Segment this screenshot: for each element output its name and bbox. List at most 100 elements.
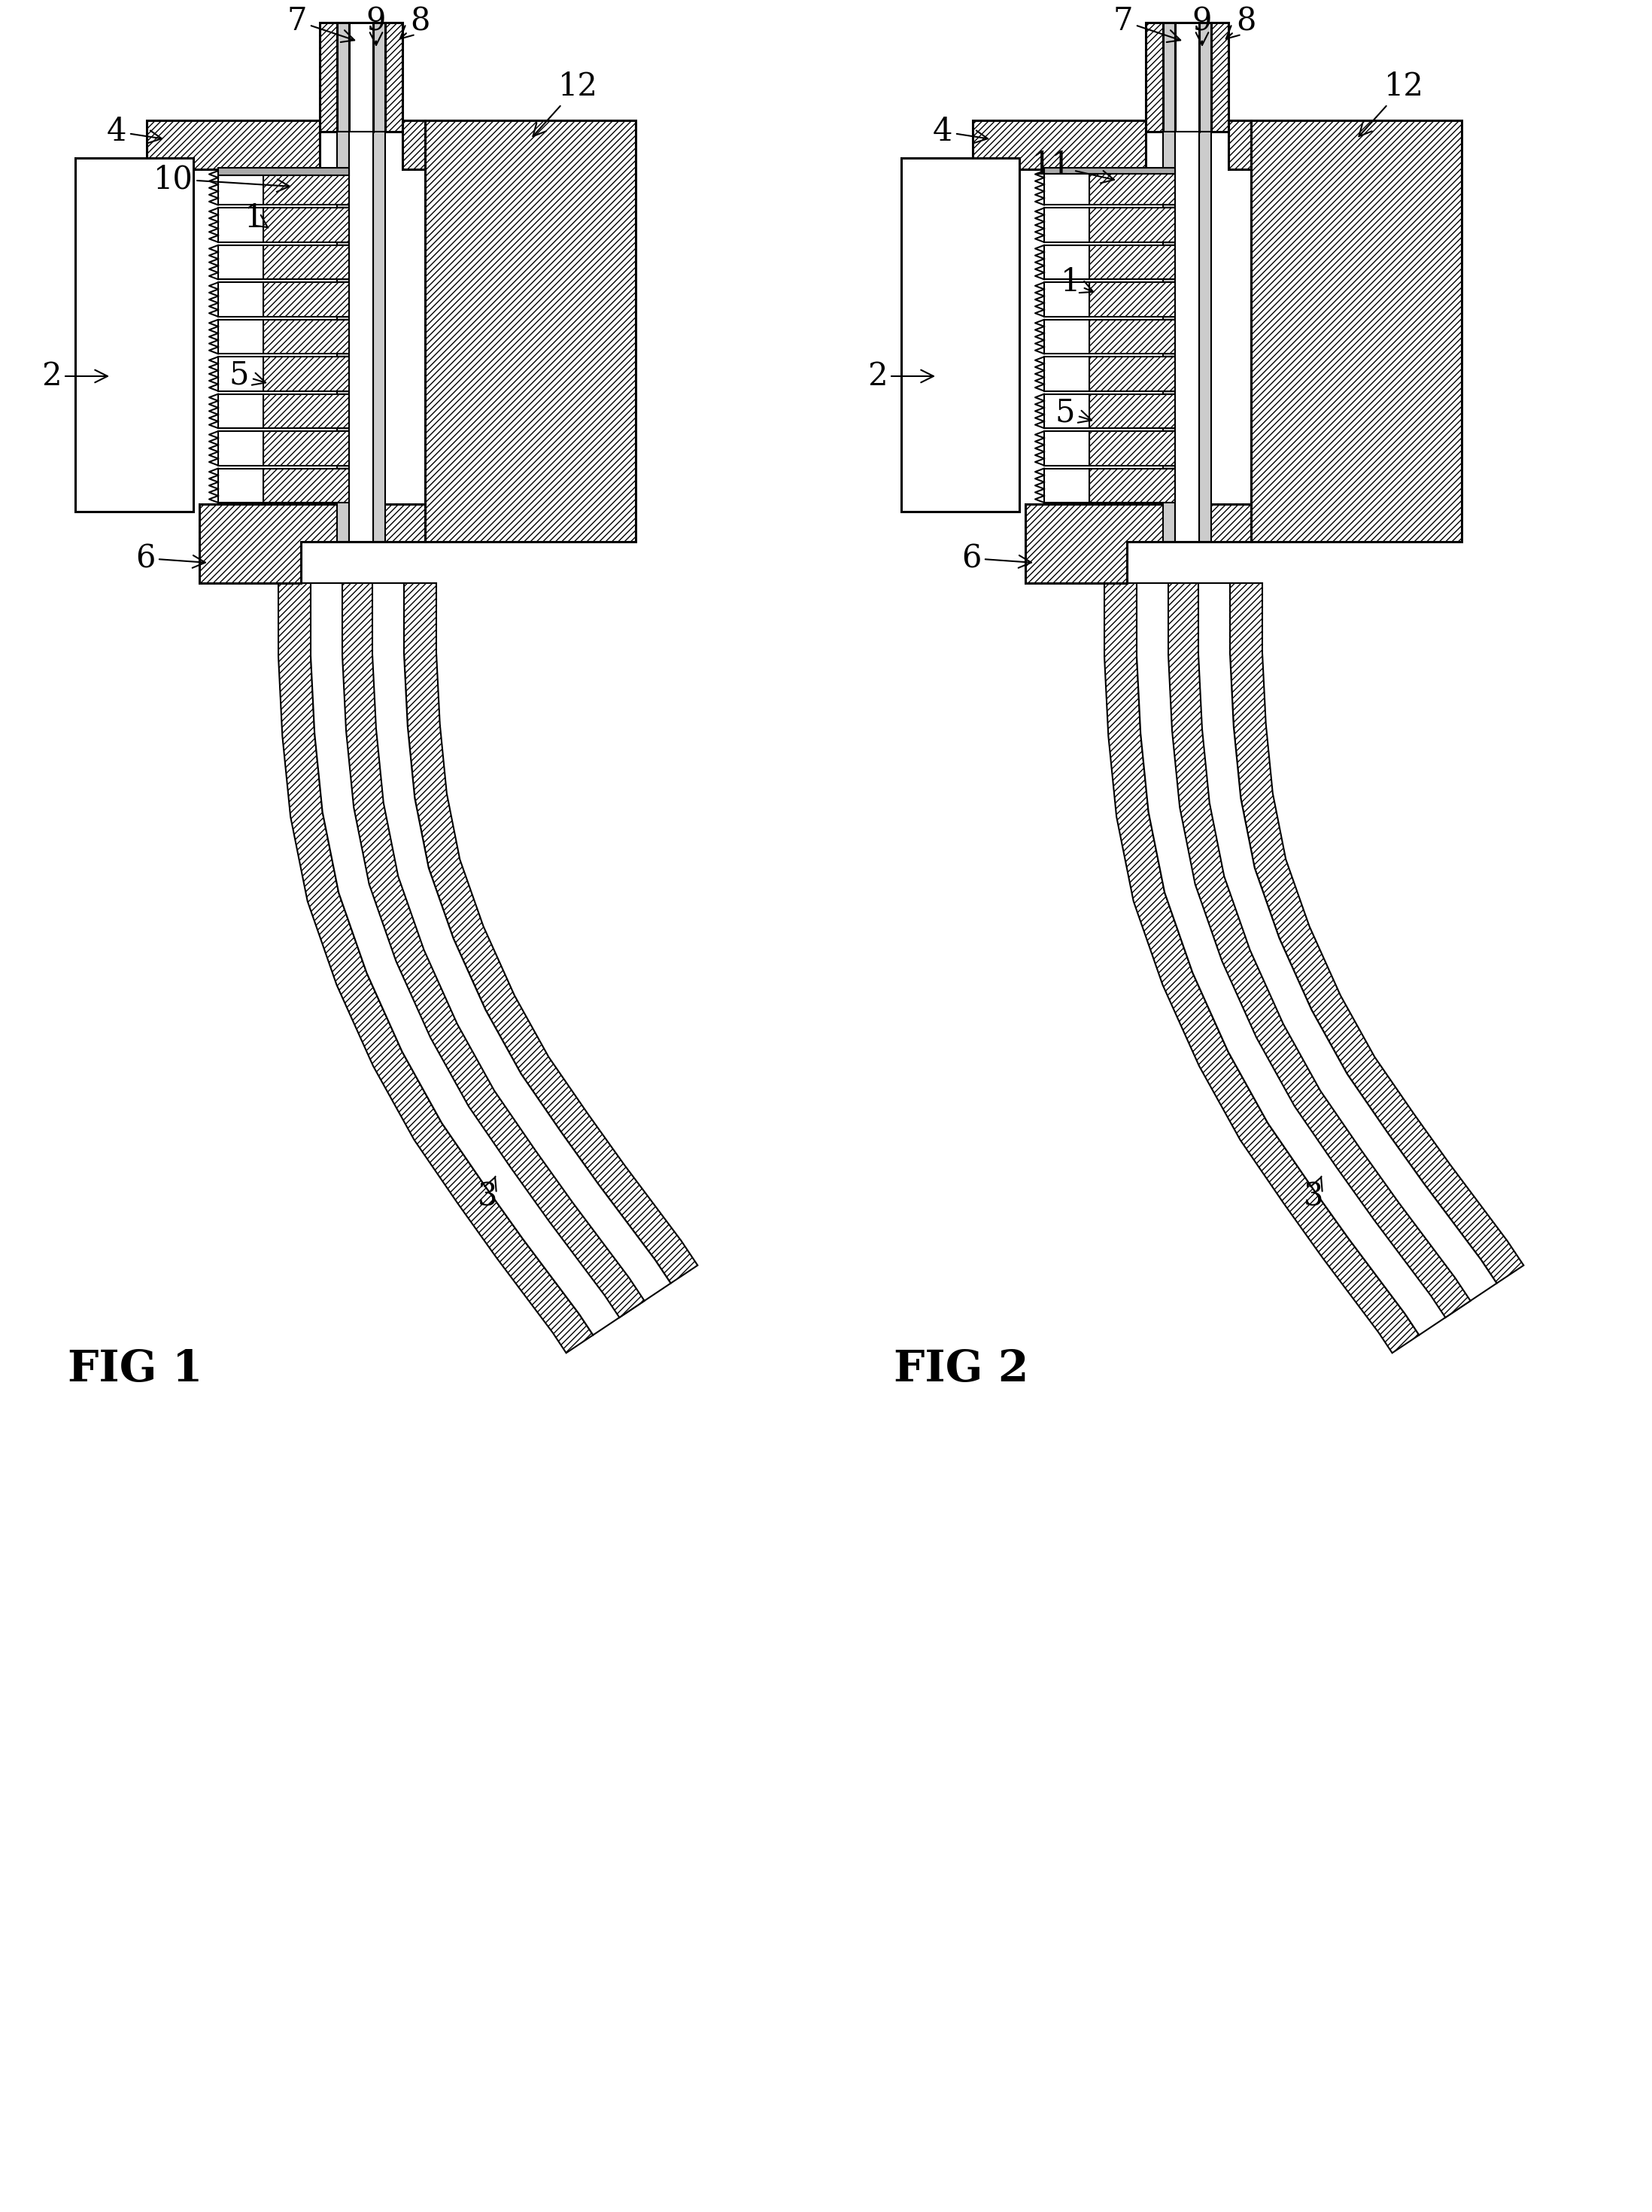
Circle shape <box>220 396 248 425</box>
Text: 5: 5 <box>1056 396 1092 429</box>
Polygon shape <box>1175 22 1199 133</box>
Circle shape <box>1046 396 1074 425</box>
Polygon shape <box>1163 22 1175 133</box>
Polygon shape <box>1044 431 1089 465</box>
Polygon shape <box>1231 584 1523 1283</box>
Polygon shape <box>278 584 593 1354</box>
Polygon shape <box>1089 394 1175 429</box>
Text: FIG 2: FIG 2 <box>894 1349 1029 1391</box>
Text: 4: 4 <box>107 115 162 148</box>
Polygon shape <box>311 584 671 1336</box>
Polygon shape <box>218 431 263 465</box>
Polygon shape <box>1089 283 1175 316</box>
Polygon shape <box>1026 504 1251 584</box>
Circle shape <box>220 323 248 352</box>
Polygon shape <box>405 584 697 1283</box>
Polygon shape <box>1175 133 1199 542</box>
Text: 2: 2 <box>867 361 933 392</box>
Text: 5: 5 <box>230 358 266 392</box>
Polygon shape <box>218 208 263 241</box>
Polygon shape <box>953 170 973 192</box>
Text: 3: 3 <box>1303 1177 1323 1212</box>
Polygon shape <box>1199 133 1211 542</box>
Polygon shape <box>263 394 349 429</box>
Polygon shape <box>263 283 349 316</box>
Text: 6: 6 <box>961 542 1031 575</box>
Polygon shape <box>263 319 349 354</box>
Text: 10: 10 <box>154 164 289 195</box>
Text: 7: 7 <box>1113 4 1181 42</box>
Text: 12: 12 <box>534 71 598 137</box>
Polygon shape <box>263 170 349 206</box>
Polygon shape <box>1044 469 1089 502</box>
Polygon shape <box>349 22 373 133</box>
Polygon shape <box>218 394 263 429</box>
Polygon shape <box>218 246 263 279</box>
Polygon shape <box>218 469 263 502</box>
Polygon shape <box>973 119 1146 170</box>
Polygon shape <box>218 168 349 175</box>
Polygon shape <box>1044 170 1089 206</box>
Polygon shape <box>1089 469 1175 502</box>
Circle shape <box>220 361 248 387</box>
Circle shape <box>220 173 248 201</box>
Polygon shape <box>1044 394 1089 429</box>
Circle shape <box>1046 434 1074 462</box>
Text: 12: 12 <box>1360 71 1424 137</box>
Circle shape <box>220 471 248 500</box>
Circle shape <box>220 285 248 314</box>
Text: 6: 6 <box>135 542 205 575</box>
Polygon shape <box>385 22 403 133</box>
Polygon shape <box>1146 22 1163 133</box>
Polygon shape <box>320 22 337 133</box>
Text: 4: 4 <box>933 115 988 148</box>
Circle shape <box>1046 285 1074 314</box>
Polygon shape <box>76 157 193 511</box>
Polygon shape <box>403 119 425 170</box>
Text: 1: 1 <box>1061 265 1094 299</box>
Text: 7: 7 <box>287 4 355 42</box>
Polygon shape <box>263 469 349 502</box>
Text: 8: 8 <box>1226 4 1256 40</box>
Polygon shape <box>218 319 263 354</box>
Polygon shape <box>1089 208 1175 241</box>
Circle shape <box>1046 471 1074 500</box>
Polygon shape <box>147 119 320 170</box>
Polygon shape <box>218 356 263 392</box>
Circle shape <box>1046 361 1074 387</box>
Polygon shape <box>1089 356 1175 392</box>
Polygon shape <box>373 22 385 133</box>
Polygon shape <box>218 283 263 316</box>
Circle shape <box>1046 248 1074 276</box>
Circle shape <box>220 248 248 276</box>
Polygon shape <box>1089 431 1175 465</box>
Polygon shape <box>263 431 349 465</box>
Polygon shape <box>902 157 1019 511</box>
Polygon shape <box>1211 22 1229 133</box>
Polygon shape <box>263 208 349 241</box>
Polygon shape <box>1137 584 1497 1336</box>
Polygon shape <box>263 246 349 279</box>
Polygon shape <box>425 119 636 542</box>
Circle shape <box>220 210 248 239</box>
Polygon shape <box>263 356 349 392</box>
Polygon shape <box>337 22 349 133</box>
Polygon shape <box>1044 168 1175 175</box>
Polygon shape <box>1044 356 1089 392</box>
Polygon shape <box>1044 246 1089 279</box>
Polygon shape <box>1089 319 1175 354</box>
Polygon shape <box>127 170 147 192</box>
Circle shape <box>1046 210 1074 239</box>
Text: 8: 8 <box>400 4 430 40</box>
Polygon shape <box>1163 133 1175 542</box>
Text: 9: 9 <box>1193 4 1213 44</box>
Polygon shape <box>200 504 425 584</box>
Polygon shape <box>1251 119 1462 542</box>
Polygon shape <box>337 133 349 542</box>
Circle shape <box>220 434 248 462</box>
Polygon shape <box>373 133 385 542</box>
Text: 2: 2 <box>41 361 107 392</box>
Polygon shape <box>1229 119 1251 170</box>
Polygon shape <box>1168 584 1470 1318</box>
Polygon shape <box>349 133 373 542</box>
